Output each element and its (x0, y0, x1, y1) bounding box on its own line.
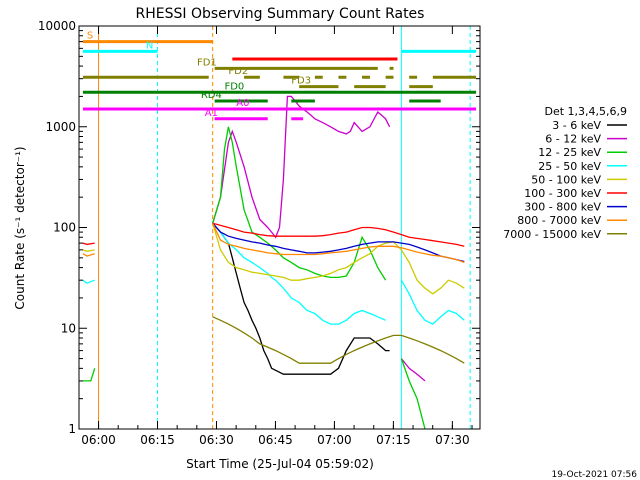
legend-label-7: 800 - 7000 keV (517, 214, 601, 227)
x-tick-label-5: 07:15 (376, 433, 411, 447)
series-lines (82, 95, 465, 430)
footer-date: 19-Oct-2021 07:56 (552, 470, 638, 480)
series-line-4 (82, 223, 465, 295)
legend-label-5: 100 - 300 keV (524, 187, 601, 200)
y-tick-label-0: 1 (68, 422, 76, 436)
y-tick-label-1: 10 (61, 321, 76, 335)
x-tick-label-2: 06:30 (199, 433, 234, 447)
legend-label-3: 25 - 50 keV (538, 160, 601, 173)
x-tick-label-4: 07:00 (317, 433, 352, 447)
legend-label-6: 300 - 800 keV (524, 201, 601, 214)
state-bar-label-4: FD3 (291, 76, 311, 87)
legend-label-8: 7000 - 15000 keV (503, 228, 601, 241)
series-line-6 (212, 222, 465, 263)
legend-label-4: 50 - 100 keV (531, 173, 601, 186)
series-line-5 (82, 222, 465, 247)
legend-title: Det 1,3,4,5,6,9 (544, 105, 627, 118)
series-line-3 (82, 222, 465, 325)
y-tick-label-4: 10000 (38, 19, 76, 33)
x-tick-label-3: 06:45 (258, 433, 293, 447)
legend-label-1: 6 - 12 keV (545, 133, 601, 146)
legend-label-0: 3 - 6 keV (552, 119, 601, 132)
x-tick-label-0: 06:00 (81, 433, 116, 447)
state-bar-label-5: FD0 (224, 81, 244, 92)
y-axis-label: Count Rate (s⁻¹ detector⁻¹) (13, 146, 27, 309)
state-bar-label-7: A0 (236, 98, 249, 109)
x-tick-label-1: 06:15 (140, 433, 175, 447)
x-axis-ticks: 06:00 06:15 06:30 06:45 07:00 07:15 07:30 (81, 26, 473, 447)
state-bar-label-2: FD1 (197, 57, 217, 68)
series-line-0 (212, 222, 390, 375)
state-bar-label-1: N (146, 40, 153, 51)
series-line-1 (212, 95, 426, 382)
y-tick-label-3: 1000 (45, 120, 76, 134)
y-tick-label-2: 100 (53, 221, 76, 235)
state-bar-label-3: FD2 (228, 66, 248, 77)
state-bar-label-8: A1 (205, 108, 218, 119)
x-axis-label: Start Time (25-Jul-04 05:59:02) (186, 457, 374, 471)
series-line-7 (82, 223, 465, 264)
state-bar-label-6: RD4 (201, 90, 222, 101)
chart-title: RHESSI Observing Summary Count Rates (136, 6, 425, 22)
series-line-8 (212, 316, 465, 364)
legend-label-2: 12 - 25 keV (538, 146, 601, 159)
y-axis-ticks: 1 10 100 1000 10000 (38, 19, 480, 436)
x-tick-label-6: 07:30 (435, 433, 470, 447)
state-bar-label-0: S (87, 31, 93, 42)
